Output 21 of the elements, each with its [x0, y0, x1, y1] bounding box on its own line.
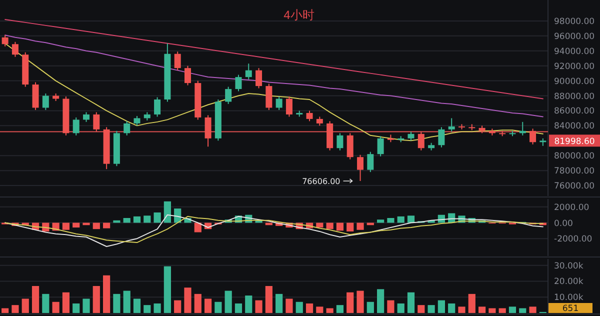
y-tick-label: 2000.00 — [554, 202, 590, 213]
y-tick-label: 98000.00 — [554, 16, 595, 27]
annotation: 76606.00 — [302, 176, 340, 186]
y-tick-label: 0.00 — [554, 218, 573, 229]
y-tick-label: -2000.00 — [554, 234, 592, 245]
y-tick-label: 10.00k — [554, 293, 584, 304]
text: 4小时 — [284, 8, 314, 22]
y-tick-label: 90000.00 — [554, 76, 595, 87]
y-tick-label: 86000.00 — [554, 106, 595, 117]
y-tick-label: 88000.00 — [554, 92, 595, 102]
y-tick-label: 84000.00 — [554, 122, 595, 132]
y-tick-label: 30.00k — [554, 261, 584, 272]
y-tick-label: 20.00k — [554, 277, 584, 288]
text: 81998.60 — [554, 136, 595, 147]
y-tick-label: 92000.00 — [554, 62, 595, 72]
y-tick-label: 78000.00 — [554, 166, 595, 177]
y-tick-label: 80000.00 — [554, 152, 595, 162]
y-tick-label: 96000.00 — [554, 32, 595, 42]
y-tick-label: 76000.00 — [554, 182, 595, 192]
y-tick-label: 94000.00 — [554, 46, 595, 57]
text: 651 — [562, 304, 579, 314]
